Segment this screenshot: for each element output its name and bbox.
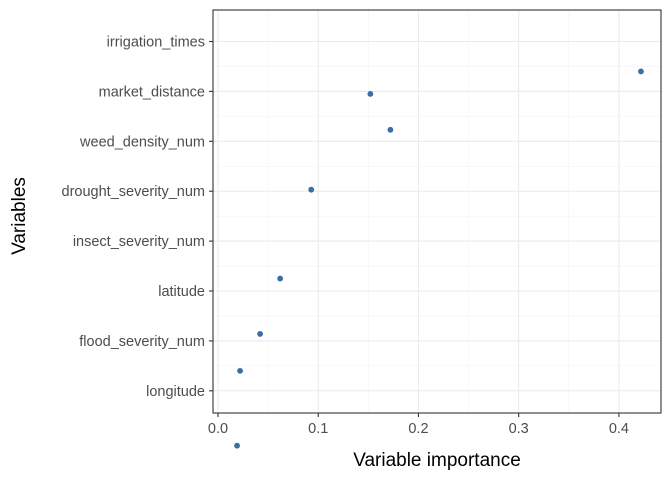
grid-lines	[213, 10, 661, 413]
x-tick-labels: 0.0 0.1 0.2 0.3 0.4	[208, 421, 629, 437]
y-tick-label: latitude	[158, 284, 205, 300]
y-tick-label: flood_severity_num	[79, 334, 205, 350]
data-point	[638, 68, 644, 75]
panel-background	[213, 10, 661, 413]
y-tick-label: irrigation_times	[107, 35, 205, 51]
y-tick-label: market_distance	[99, 84, 205, 100]
x-tick-label: 0.0	[208, 421, 228, 437]
data-point	[237, 367, 243, 374]
y-tick-labels: irrigation_times market_distance weed_dens…	[62, 35, 205, 400]
x-axis-title: Variable importance	[353, 450, 521, 471]
data-point	[277, 275, 284, 282]
data-point	[387, 126, 394, 133]
axis-ticks	[209, 40, 620, 417]
x-tick-label: 0.4	[609, 421, 629, 437]
data-point	[234, 442, 240, 449]
x-tick-label: 0.1	[308, 421, 328, 437]
data-point	[308, 186, 315, 193]
y-tick-label: weed_density_num	[79, 134, 205, 150]
x-tick-label: 0.3	[509, 421, 529, 437]
y-tick-label: insect_severity_num	[73, 234, 205, 250]
data-point	[367, 90, 374, 97]
data-points	[234, 68, 644, 449]
y-tick-label: longitude	[146, 384, 205, 400]
data-point	[257, 331, 264, 337]
y-axis-title: Variables	[9, 177, 30, 255]
x-tick-label: 0.2	[408, 421, 428, 437]
y-tick-label: drought_severity_num	[62, 184, 205, 200]
panel-border	[212, 9, 662, 414]
